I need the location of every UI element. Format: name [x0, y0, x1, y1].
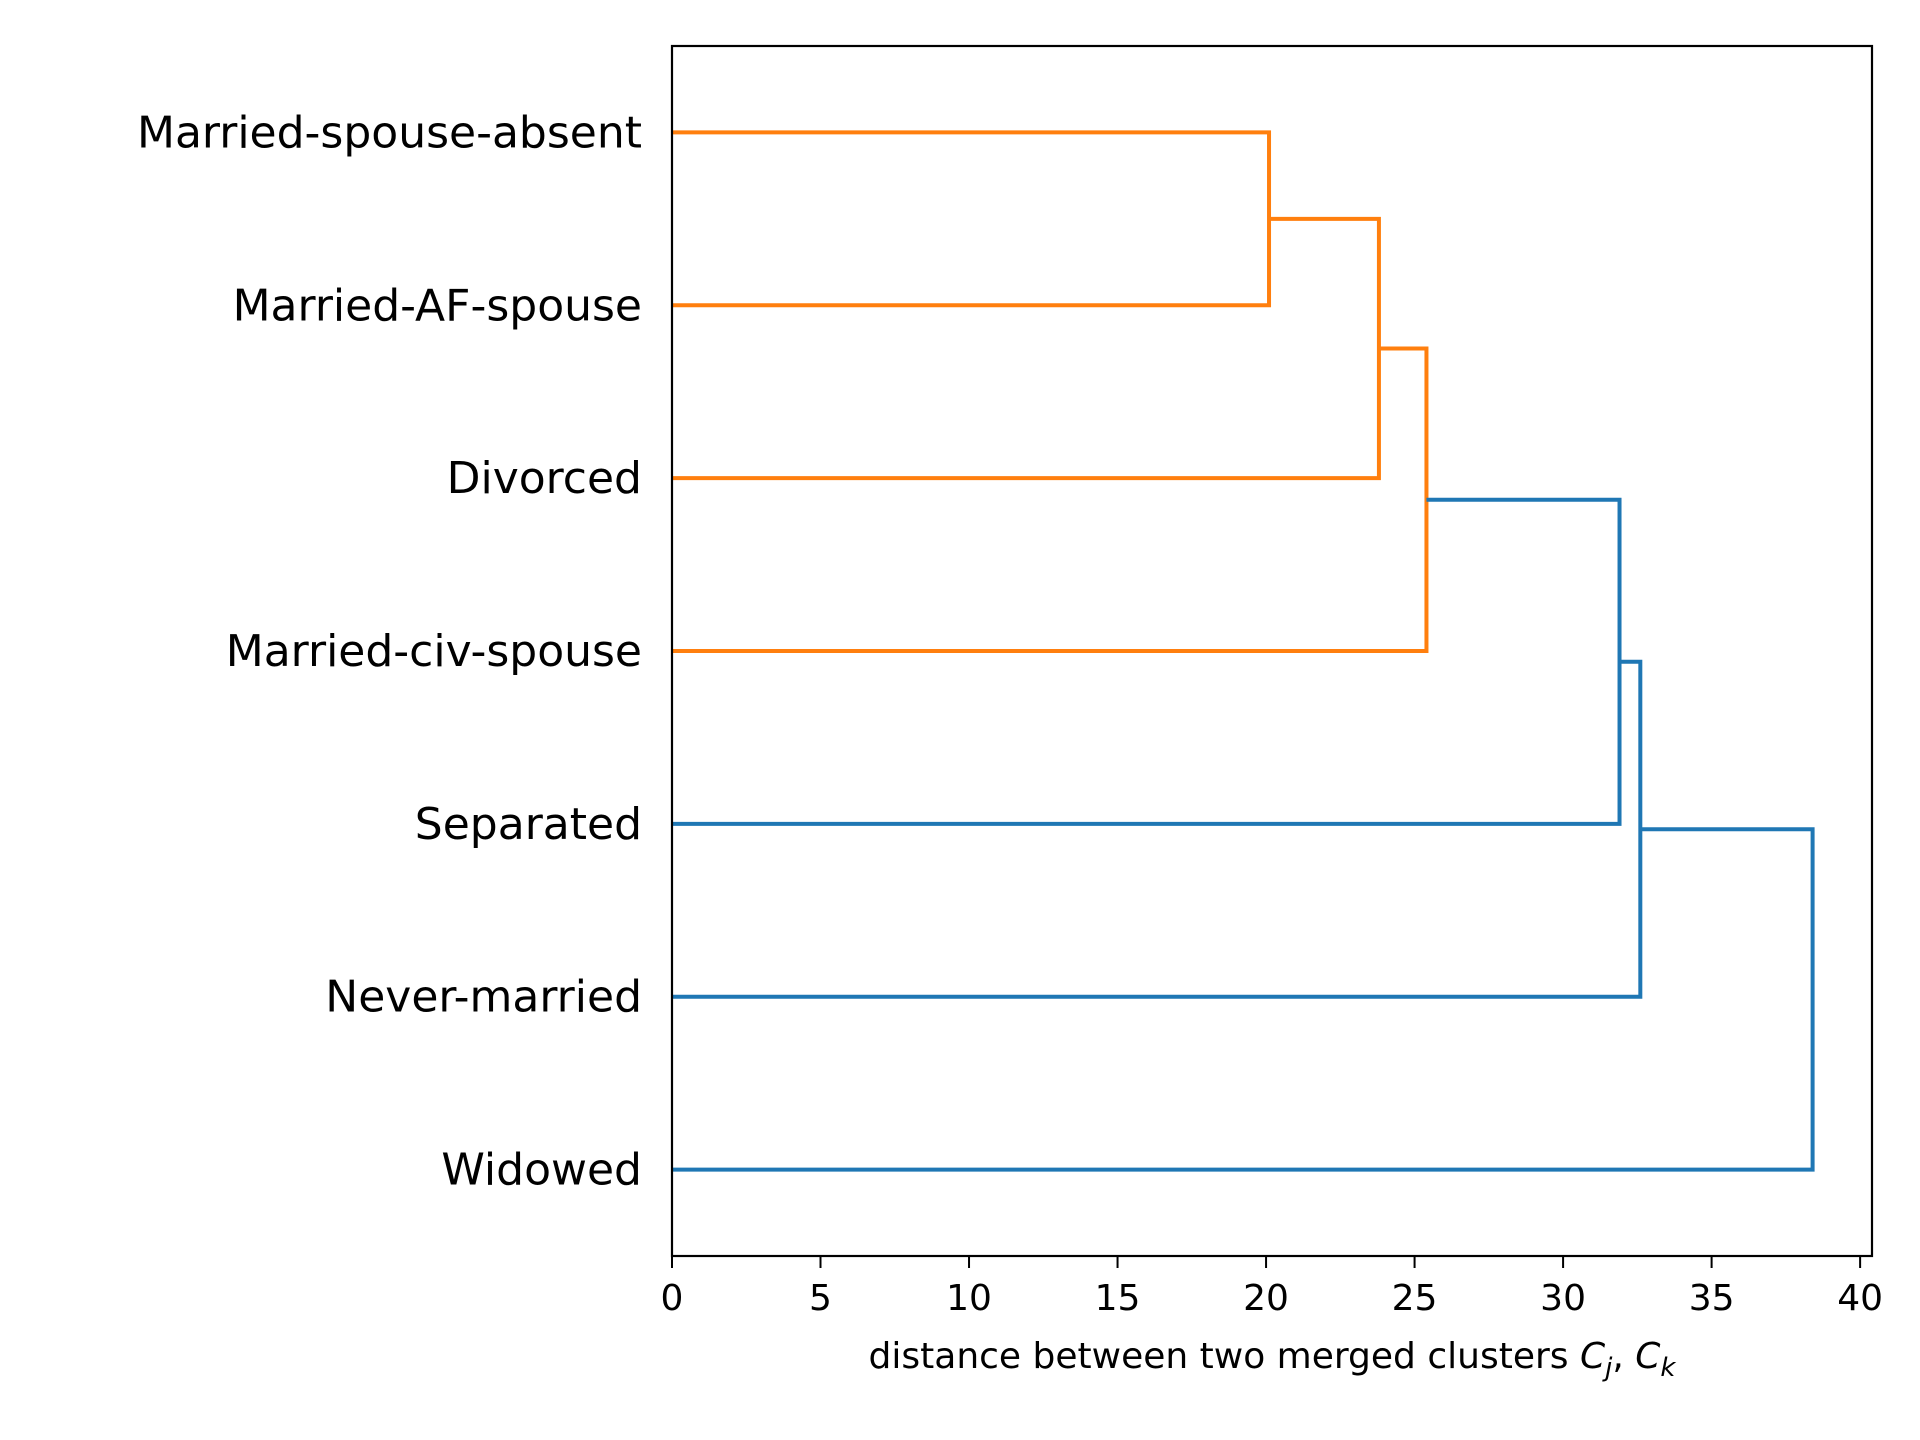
dendrogram-link-c4: [672, 497, 1622, 826]
x-tick-label: 10: [946, 1278, 992, 1319]
x-axis-label-var-c2: C: [1635, 1336, 1661, 1377]
x-tick-label: 5: [809, 1278, 832, 1319]
leaf-labels: Married-spouse-absent Married-AF-spouse Di…: [137, 107, 642, 1195]
x-tick-label: 20: [1243, 1278, 1289, 1319]
dendrogram-link-c5: [672, 659, 1643, 999]
leaf-label: Separated: [415, 799, 642, 850]
leaf-label: Never-married: [325, 972, 642, 1023]
leaf-label: Married-AF-spouse: [233, 280, 642, 331]
plot-frame: [670, 44, 1874, 1258]
leaf-label: Married-spouse-absent: [137, 107, 642, 158]
dendrogram-link-c1: [672, 130, 1272, 308]
x-axis-label-text: distance between two merged clusters: [869, 1336, 1580, 1377]
leaf-label: Married-civ-spouse: [226, 626, 642, 677]
dendrogram-link-c2: [672, 216, 1381, 481]
dendrogram-links: [672, 130, 1815, 1172]
dendrogram-link-c3: [672, 346, 1429, 653]
leaf-label: Divorced: [447, 453, 642, 504]
x-tick-label: 30: [1540, 1278, 1586, 1319]
x-axis-ticks: 0 5 10 15 20 25 30 35 40: [661, 1256, 1883, 1319]
x-tick-label: 15: [1095, 1278, 1141, 1319]
x-tick-label: 40: [1837, 1278, 1883, 1319]
x-tick-label: 25: [1392, 1278, 1438, 1319]
x-axis-label-sub-j: j: [1602, 1353, 1613, 1383]
x-axis-label-sep: ,: [1612, 1336, 1635, 1377]
x-axis-label-sub-k: k: [1660, 1353, 1676, 1383]
x-tick-label: 0: [661, 1278, 684, 1319]
x-tick-label: 35: [1689, 1278, 1735, 1319]
leaf-label: Widowed: [441, 1145, 642, 1196]
x-axis-label: distance between two merged clusters Cj,…: [869, 1336, 1677, 1383]
x-axis-label-var-c: C: [1580, 1336, 1606, 1377]
dendrogram-link-c6: [672, 827, 1815, 1172]
